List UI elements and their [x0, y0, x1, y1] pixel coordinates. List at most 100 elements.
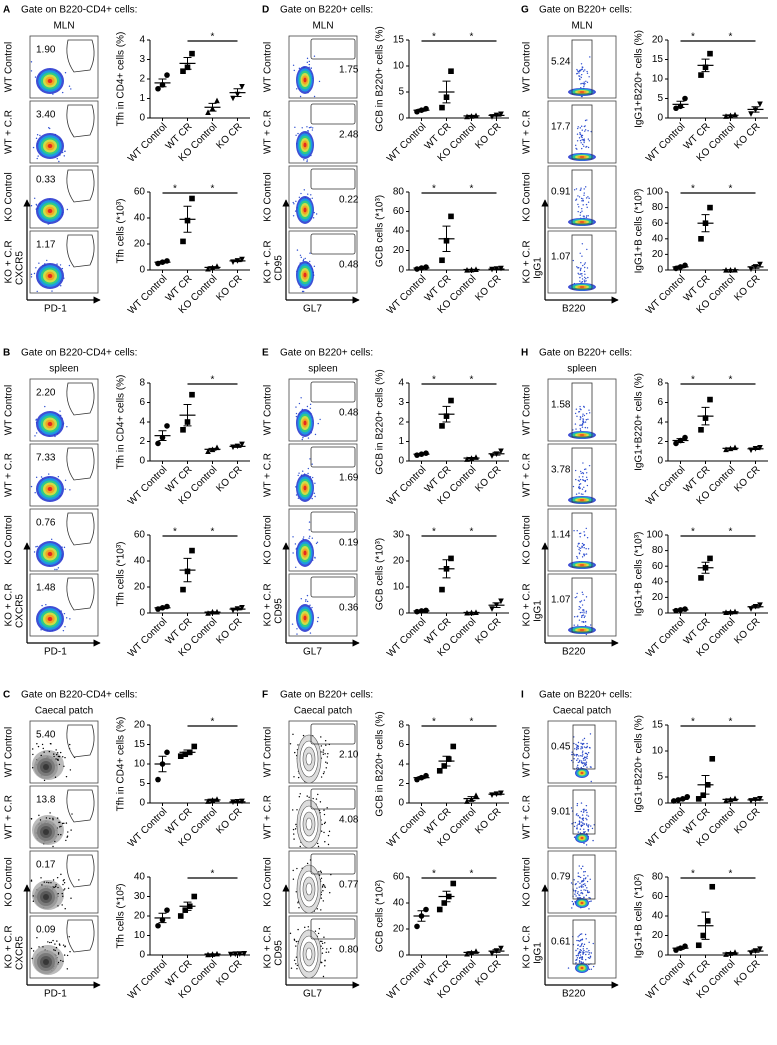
flow-density [48, 552, 53, 556]
flow-event [31, 205, 32, 206]
flow-event [582, 951, 583, 952]
flow-event [317, 794, 318, 795]
flow-event [583, 829, 584, 830]
y-tick-label: 0 [139, 798, 145, 809]
flow-event [69, 744, 70, 745]
y-tick-label: 8 [657, 378, 663, 389]
significance-label: * [211, 527, 215, 538]
flow-event [580, 550, 581, 551]
flow-event [582, 418, 583, 419]
flow-event [586, 634, 587, 635]
flow-event [584, 69, 585, 70]
flow-percent: 2.10 [339, 750, 359, 761]
flow-event [581, 825, 582, 826]
data-point [164, 72, 170, 78]
panel: AGate on B220-CD4+ cells:MLN1.90WT Contr… [3, 5, 250, 317]
flow-plot: 1.17 [30, 231, 98, 293]
flow-event [586, 611, 587, 612]
flow-density [581, 902, 583, 904]
flow-event [583, 948, 584, 949]
y-tick-label: 80 [393, 187, 405, 198]
flow-event [579, 619, 580, 620]
x-tick-label: KO CR [214, 121, 244, 151]
gate-label: Gate on B220+ cells: [280, 690, 373, 701]
flow-event [326, 952, 327, 953]
flow-plot: 0.19 [289, 509, 359, 571]
flow-event [575, 960, 576, 961]
flow-plot: 3.78 [548, 444, 616, 506]
flow-event [62, 961, 63, 962]
flow-event [571, 823, 572, 824]
y-tick-label: 5 [398, 87, 404, 98]
flow-event [577, 891, 578, 892]
flow-event [295, 543, 296, 544]
flow-event [62, 896, 63, 897]
flow-event [574, 189, 575, 190]
flow-event [309, 261, 310, 262]
flow-event [586, 472, 587, 473]
flow-event [577, 893, 578, 894]
flow-event [329, 892, 330, 893]
flow-event [52, 819, 53, 820]
y-tick-label: 15 [393, 35, 405, 46]
flow-event [44, 881, 45, 882]
flow-event [583, 884, 584, 885]
flow-event [589, 891, 590, 892]
data-point [698, 72, 704, 78]
flow-event [323, 832, 324, 833]
flow-event [571, 807, 572, 808]
row-label: WT + C.R [4, 795, 15, 839]
flow-event [44, 406, 45, 407]
flow-event [299, 197, 300, 198]
significance-label: * [691, 869, 695, 880]
flow-event [574, 894, 575, 895]
flow-event [584, 547, 585, 548]
flow-event [587, 130, 588, 131]
flow-event [45, 604, 46, 605]
flow-event [577, 758, 578, 759]
flow-event [67, 968, 68, 969]
flow-event [582, 754, 583, 755]
y-tick-label: 5 [657, 772, 663, 783]
flow-event [303, 536, 304, 537]
flow-event [579, 132, 580, 133]
flow-x-label: B220 [562, 647, 586, 658]
x-tick-label: KO CR [732, 806, 762, 836]
flow-event [586, 204, 587, 205]
flow-event [579, 137, 580, 138]
flow-event [307, 473, 308, 474]
flow-event [51, 942, 52, 943]
flow-plot: 1.90 [30, 36, 98, 98]
panel-letter: G [521, 5, 529, 16]
flow-event [585, 421, 586, 422]
flow-event [581, 760, 582, 761]
flow-event [583, 946, 584, 947]
flow-event [580, 268, 581, 269]
flow-event [316, 213, 317, 214]
flow-event [581, 881, 582, 882]
y-tick-label: 20 [134, 720, 146, 731]
flow-event [321, 897, 322, 898]
flow-event [580, 743, 581, 744]
flow-event [316, 543, 317, 544]
flow-event [582, 823, 583, 824]
tissue-label: MLN [53, 21, 74, 32]
flow-event [328, 951, 329, 952]
flow-event [590, 766, 591, 767]
flow-event [325, 762, 326, 763]
panel-letter: D [262, 5, 269, 16]
flow-event [327, 756, 328, 757]
data-point [423, 907, 429, 913]
x-tick-label: WT Control [126, 273, 169, 316]
tissue-label: Caecal patch [294, 706, 352, 717]
flow-event [578, 543, 579, 544]
flow-event [51, 290, 52, 291]
row-label: WT Control [4, 727, 15, 777]
flow-event [306, 161, 307, 162]
flow-event [307, 159, 308, 160]
flow-event [582, 489, 583, 490]
flow-event [309, 64, 310, 65]
data-point [191, 894, 197, 900]
flow-event [580, 934, 581, 935]
